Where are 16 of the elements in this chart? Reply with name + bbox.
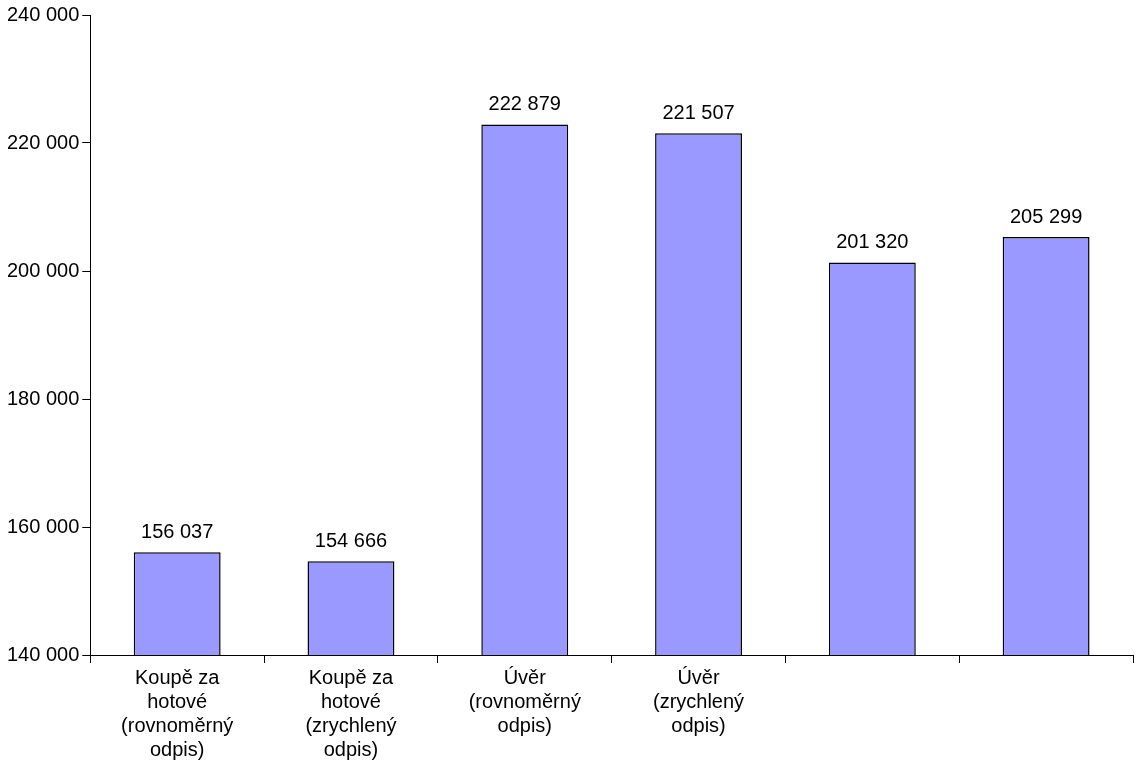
x-tick-label: Úvěr (zrychlený odpis) bbox=[652, 665, 745, 736]
y-tick-label: 220 000 bbox=[7, 130, 80, 153]
data-label: 156 037 bbox=[141, 519, 214, 542]
x-tick-label: Koupě za hotové (zrychlený odpis) bbox=[305, 665, 397, 760]
y-tick-label: 180 000 bbox=[7, 386, 80, 409]
data-label: 221 507 bbox=[662, 100, 735, 123]
x-tick-label: Koupě za hotové (rovnoměrný odpis) bbox=[121, 665, 234, 760]
data-label: 201 320 bbox=[836, 230, 909, 253]
x-tick-label: Úvěr (rovnoměrný odpis) bbox=[468, 665, 581, 736]
y-tick-label: 240 000 bbox=[7, 2, 80, 25]
data-label: 205 299 bbox=[1009, 204, 1083, 227]
data-label: 222 879 bbox=[488, 92, 561, 115]
data-label: 154 666 bbox=[314, 528, 388, 551]
y-tick-label: 160 000 bbox=[7, 514, 80, 537]
y-tick-label: 140 000 bbox=[7, 642, 80, 665]
y-tick-label: 200 000 bbox=[7, 258, 80, 281]
